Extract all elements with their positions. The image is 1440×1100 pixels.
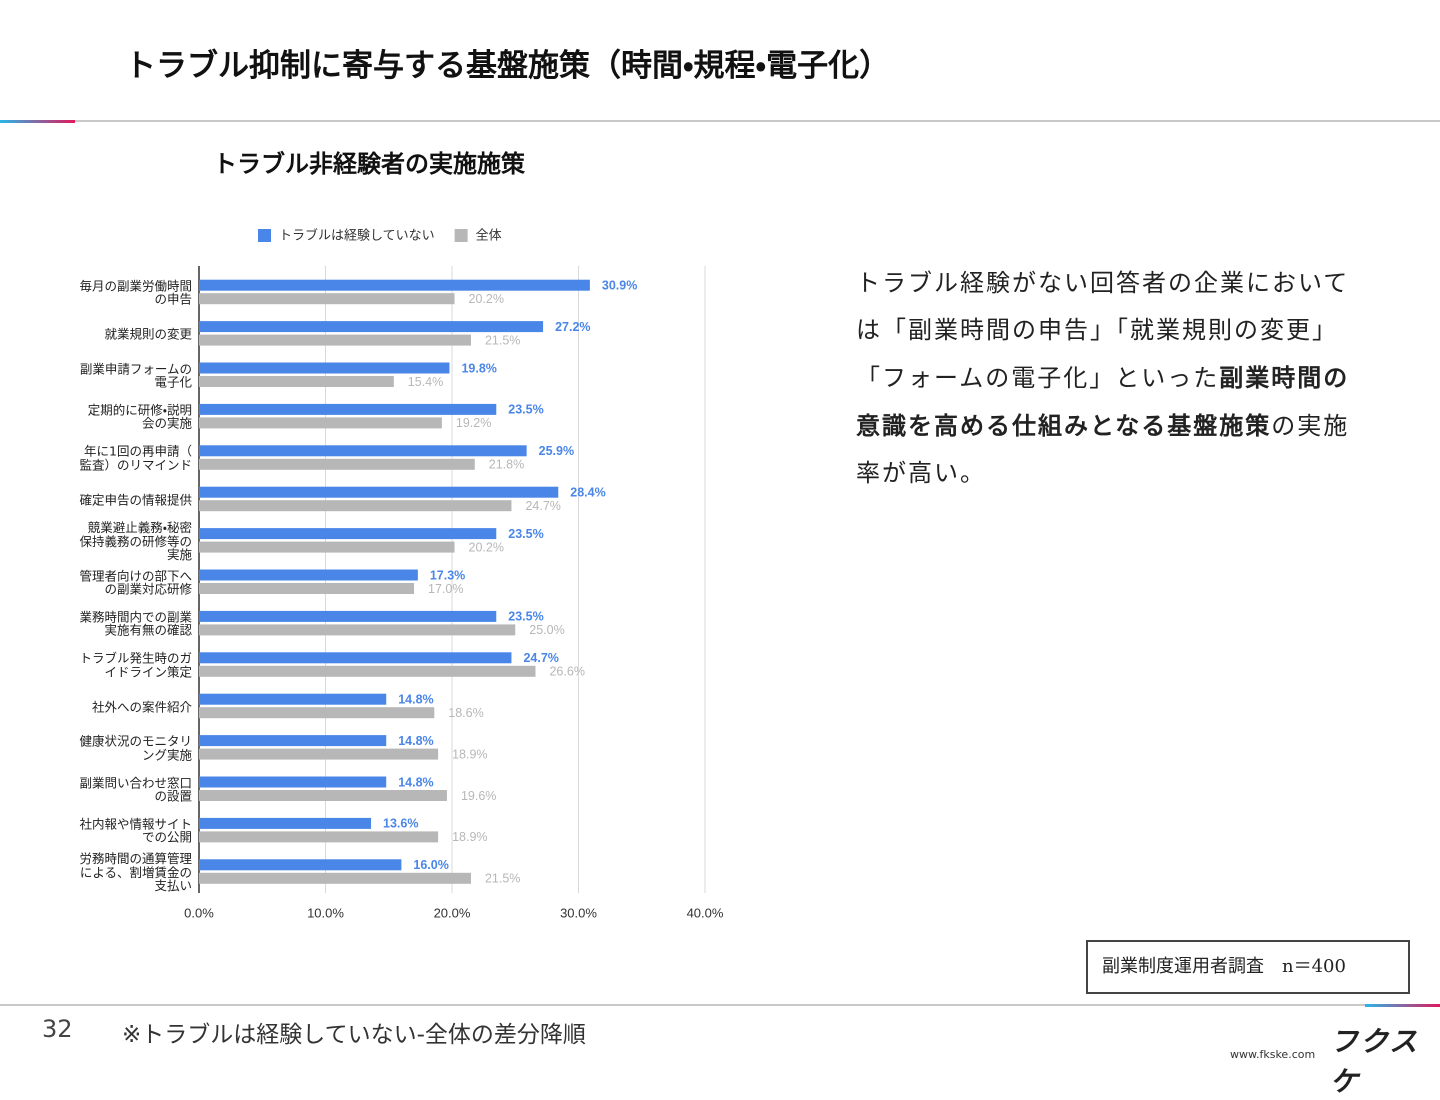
bar xyxy=(199,445,527,457)
chart-title: トラブル非経験者の実施施策 xyxy=(213,149,525,178)
logo: フクスケ xyxy=(1330,1025,1420,1098)
bar xyxy=(199,376,394,387)
bar xyxy=(199,624,516,636)
value-label: 16.0% xyxy=(413,858,448,872)
bar xyxy=(199,528,497,540)
bar xyxy=(199,486,559,498)
y-tick-label: トラブル発生時のガ イドライン策定 xyxy=(79,650,192,680)
y-tick-label: 就業規則の変更 xyxy=(104,326,192,342)
bar xyxy=(199,541,455,553)
bar xyxy=(199,279,590,291)
bar xyxy=(199,362,450,374)
x-tick-label: 10.0% xyxy=(307,905,344,920)
legend-label: 全体 xyxy=(476,227,502,242)
value-label: 28.4% xyxy=(570,485,605,499)
body-segment: の実施率が高い。 xyxy=(856,412,1350,487)
bar xyxy=(199,500,512,512)
value-label: 17.0% xyxy=(428,582,463,596)
bar xyxy=(199,403,497,415)
y-tick-label: 競業避止義務・秘密 保持義務の研修等の 実施 xyxy=(79,519,192,562)
value-label: 25.0% xyxy=(529,623,564,637)
source-box: 副業制度運用者調査 n＝400 xyxy=(1086,940,1410,994)
page-number: 32 xyxy=(42,1015,73,1043)
value-label: 26.6% xyxy=(549,665,584,679)
bar xyxy=(199,707,435,719)
value-label: 18.9% xyxy=(452,830,487,844)
value-label: 21.5% xyxy=(485,872,520,886)
bar xyxy=(199,652,512,664)
y-tick-label: 社内報や情報サイト での公開 xyxy=(79,816,192,845)
legend-label: トラブルは経験していない xyxy=(279,227,435,242)
body-segment: トラブル経験がない回答者の企業においては「副業時間の申告」「就業規則の変更」「フ… xyxy=(856,269,1350,392)
value-label: 23.5% xyxy=(508,610,543,624)
value-label: 21.5% xyxy=(485,333,520,347)
bar xyxy=(199,790,447,801)
value-label: 13.6% xyxy=(383,817,418,831)
value-label: 18.6% xyxy=(448,706,483,720)
url: www.fkske.com xyxy=(1230,1048,1316,1061)
value-label: 14.8% xyxy=(398,734,433,748)
bar xyxy=(199,334,471,346)
bar xyxy=(199,776,387,788)
y-tick-label: 副業問い合わせ窓口 の設置 xyxy=(79,775,192,804)
y-tick-label: 管理者向けの部下へ の副業対応研修 xyxy=(79,568,192,597)
value-label: 27.2% xyxy=(555,320,590,334)
x-tick-label: 20.0% xyxy=(434,905,471,920)
body-segment: 副業時間の意識を高める仕組みとなる基盤施策 xyxy=(856,363,1350,440)
y-tick-label: 業務時間内での副業 実施有無の確認 xyxy=(79,609,192,638)
value-label: 23.5% xyxy=(508,527,543,541)
bar xyxy=(199,569,418,581)
y-tick-label: 社外への案件紹介 xyxy=(91,698,192,714)
value-label: 19.6% xyxy=(461,789,496,803)
value-label: 19.2% xyxy=(456,416,491,430)
value-label: 24.7% xyxy=(525,499,560,513)
y-tick-label: 健康状況のモニタリ ング実施 xyxy=(79,733,192,763)
bar xyxy=(199,458,475,470)
value-label: 15.4% xyxy=(408,375,443,389)
value-label: 23.5% xyxy=(508,403,543,417)
bar xyxy=(199,831,439,843)
y-tick-label: 定期的に研修・説明 会の実施 xyxy=(87,402,192,431)
x-tick-label: 0.0% xyxy=(184,905,214,920)
slide-title: トラブル抑制に寄与する基盤施策（時間・規程・電子化） xyxy=(125,48,891,84)
value-label: 19.8% xyxy=(461,361,496,375)
bar xyxy=(199,859,402,871)
bar xyxy=(199,293,455,305)
header-accent xyxy=(0,120,75,123)
bar xyxy=(199,665,536,677)
value-label: 18.9% xyxy=(452,747,487,761)
footer-accent xyxy=(1365,1004,1440,1007)
bar xyxy=(199,321,544,333)
x-tick-label: 30.0% xyxy=(560,905,597,920)
x-tick-label: 40.0% xyxy=(687,905,724,920)
bar xyxy=(199,417,442,429)
value-label: 17.3% xyxy=(430,568,465,582)
legend-swatch xyxy=(454,229,468,242)
body-text: トラブル経験がない回答者の企業においては「副業時間の申告」「就業規則の変更」「フ… xyxy=(856,260,1356,497)
bar xyxy=(199,872,471,884)
bar xyxy=(199,693,387,705)
value-label: 30.9% xyxy=(602,278,637,292)
value-label: 20.2% xyxy=(469,540,504,554)
legend-swatch xyxy=(258,229,271,242)
bar xyxy=(199,610,497,622)
value-label: 21.8% xyxy=(489,458,524,472)
footnote: ※トラブルは経験していない-全体の差分降順 xyxy=(122,1022,586,1048)
y-tick-label: 毎月の副業労働時間 の申告 xyxy=(79,278,192,307)
y-tick-label: 労務時間の通算管理 による、割増賃金の 支払い xyxy=(79,851,192,894)
bar xyxy=(199,735,387,747)
value-label: 20.2% xyxy=(469,292,504,306)
bar xyxy=(199,817,372,829)
bar xyxy=(199,748,439,760)
value-label: 14.8% xyxy=(398,692,433,706)
bar xyxy=(199,583,415,594)
y-tick-label: 年に1回の再申請（ 監査）のリマインド xyxy=(79,443,192,473)
value-label: 25.9% xyxy=(539,444,574,458)
value-label: 24.7% xyxy=(523,651,558,665)
value-label: 14.8% xyxy=(398,775,433,789)
y-tick-label: 副業申請フォームの 電子化 xyxy=(79,361,192,390)
y-tick-label: 確定申告の情報提供 xyxy=(79,491,192,507)
